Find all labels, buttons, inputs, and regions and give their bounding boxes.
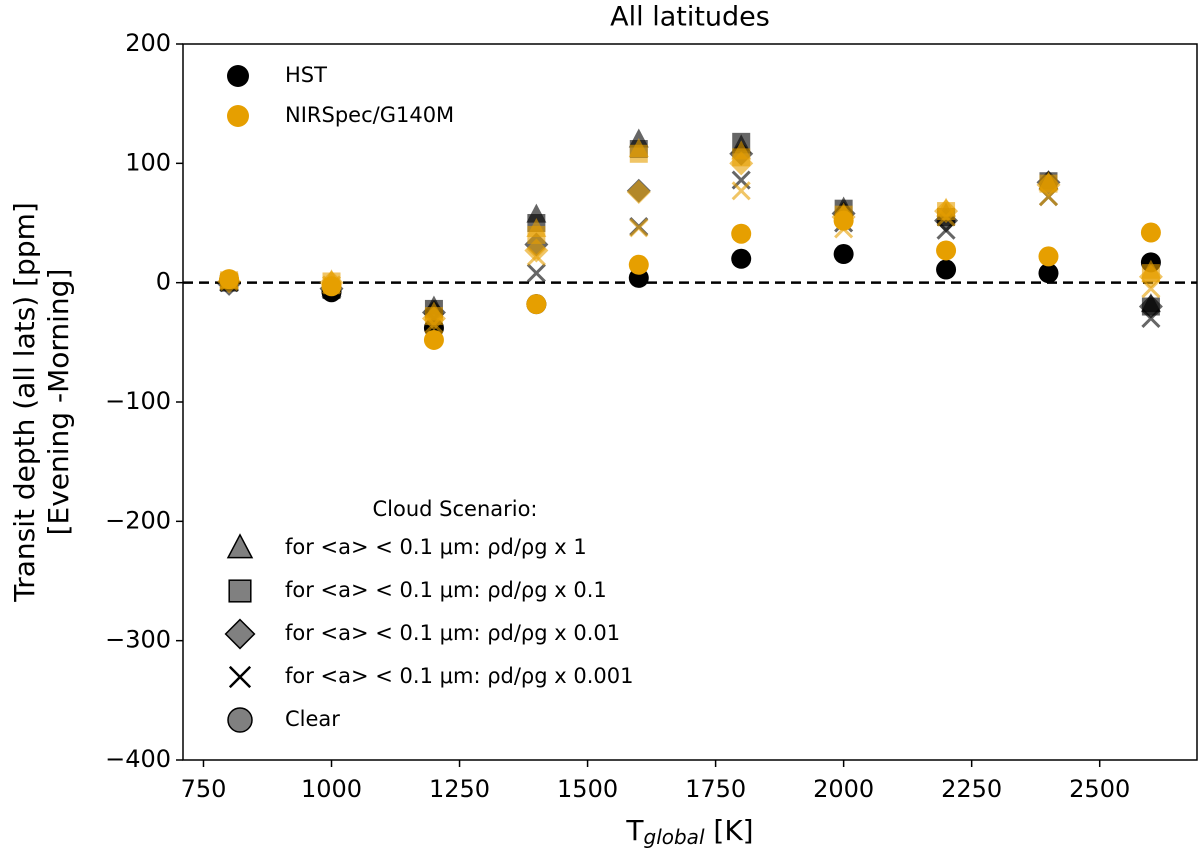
marker — [1140, 222, 1161, 243]
marker — [321, 276, 342, 297]
marker — [731, 248, 752, 269]
marker — [526, 246, 546, 266]
marker — [731, 223, 752, 244]
marker — [833, 244, 854, 265]
x-tick-label: 1500 — [557, 775, 618, 803]
legend-label: NIRSpec/G140M — [285, 103, 454, 127]
x-tick-label: 1000 — [301, 775, 362, 803]
marker — [628, 254, 649, 275]
x-tick-label: 750 — [181, 775, 227, 803]
x-axis-label: Tglobal [K] — [625, 814, 753, 849]
marker — [1038, 187, 1059, 207]
y-tick-label: 0 — [156, 268, 171, 296]
marker — [626, 179, 651, 204]
marker — [527, 225, 546, 244]
y-axis-label: Transit depth (all lats) [ppm] — [8, 202, 41, 603]
x-tick-label: 2250 — [941, 775, 1002, 803]
y-tick-label: 200 — [125, 29, 171, 57]
legend-label: Clear — [285, 707, 340, 731]
marker — [936, 240, 957, 261]
marker — [1038, 246, 1059, 267]
x-tick-label: 2500 — [1069, 775, 1130, 803]
chart-title: All latitudes — [610, 2, 770, 33]
legend-label: for <a> < 0.1 μm: ρd/ρg x 0.001 — [285, 664, 634, 688]
marker — [526, 294, 547, 315]
marker — [228, 579, 252, 603]
marker — [227, 707, 253, 733]
y-axis-label: [Evening -Morning] — [42, 269, 75, 536]
legend-label: for <a> < 0.1 μm: ρd/ρg x 0.01 — [285, 621, 620, 645]
x-axis-label-part: [K] — [705, 814, 754, 847]
marker — [224, 618, 256, 650]
x-tick-label: 1250 — [429, 775, 490, 803]
y-tick-label: −100 — [105, 387, 171, 415]
marker — [424, 314, 444, 334]
marker — [524, 238, 549, 263]
y-tick-label: −200 — [105, 506, 171, 534]
legend-label: HST — [285, 63, 327, 87]
marker — [421, 306, 446, 331]
marker — [731, 181, 751, 201]
marker — [526, 263, 546, 283]
x-axis-label-part: T — [625, 814, 644, 847]
x-tick-label: 2000 — [813, 775, 874, 803]
marker — [1141, 279, 1161, 299]
marker — [833, 210, 854, 231]
y-tick-label: −400 — [105, 745, 171, 773]
marker — [226, 533, 254, 559]
marker — [423, 329, 444, 350]
marker — [934, 199, 959, 224]
marker — [1038, 263, 1059, 284]
x-tick-label: 1750 — [685, 775, 746, 803]
legend-marker — [227, 65, 249, 87]
marker — [629, 218, 649, 238]
marker — [219, 269, 240, 290]
legend-marker — [227, 105, 249, 127]
y-tick-label: −300 — [105, 626, 171, 654]
marker — [936, 207, 956, 227]
x-axis-label-part: global — [644, 825, 705, 849]
marker — [936, 259, 957, 280]
legend-label: for <a> < 0.1 μm: ρd/ρg x 1 — [285, 535, 587, 559]
marker — [629, 144, 648, 163]
legend-label: for <a> < 0.1 μm: ρd/ρg x 0.1 — [285, 578, 607, 602]
legend-title: Cloud Scenario: — [372, 497, 537, 521]
marker — [729, 151, 754, 176]
marker — [1141, 308, 1161, 329]
y-tick-label: 100 — [125, 148, 171, 176]
marker — [228, 665, 252, 689]
plot-frame — [182, 43, 1198, 761]
